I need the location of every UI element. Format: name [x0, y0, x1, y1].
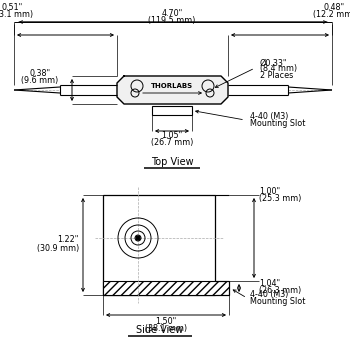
Text: 4-40 (M3): 4-40 (M3) — [250, 289, 288, 299]
Text: 1.05": 1.05" — [161, 132, 183, 140]
Text: Side View: Side View — [136, 325, 184, 335]
Text: 1.50": 1.50" — [155, 317, 177, 327]
Circle shape — [136, 236, 140, 240]
Text: 0.38": 0.38" — [29, 70, 50, 78]
Text: (13.1 mm): (13.1 mm) — [0, 10, 33, 20]
Text: 4-40 (M3): 4-40 (M3) — [250, 112, 288, 121]
Text: Mounting Slot: Mounting Slot — [250, 296, 305, 306]
Text: Ø0.33": Ø0.33" — [260, 58, 287, 68]
Text: 0.48": 0.48" — [323, 4, 344, 13]
Text: (9.6 mm): (9.6 mm) — [21, 77, 59, 85]
Bar — [103, 281, 229, 295]
Text: (38.1 mm): (38.1 mm) — [145, 323, 187, 332]
Text: THORLABS: THORLABS — [151, 83, 193, 89]
Text: Top View: Top View — [151, 157, 193, 167]
Text: 1.04": 1.04" — [259, 279, 280, 287]
Text: 1.00": 1.00" — [259, 188, 280, 196]
Bar — [152, 106, 192, 115]
Text: (119.5 mm): (119.5 mm) — [148, 15, 196, 24]
Text: (26.7 mm): (26.7 mm) — [151, 138, 193, 147]
Text: 4.70": 4.70" — [161, 8, 183, 18]
Bar — [103, 195, 215, 295]
Text: Mounting Slot: Mounting Slot — [250, 119, 305, 128]
Text: (12.2 mm): (12.2 mm) — [313, 10, 350, 20]
Text: 0.51": 0.51" — [1, 4, 23, 13]
Text: (25.3 mm): (25.3 mm) — [259, 195, 301, 203]
Text: 1.22": 1.22" — [58, 236, 79, 245]
Polygon shape — [117, 76, 228, 104]
Text: 2 Places: 2 Places — [260, 70, 293, 79]
Text: (26.3 mm): (26.3 mm) — [259, 287, 301, 295]
Text: (8.4 mm): (8.4 mm) — [260, 64, 297, 74]
Text: (30.9 mm): (30.9 mm) — [37, 244, 79, 252]
